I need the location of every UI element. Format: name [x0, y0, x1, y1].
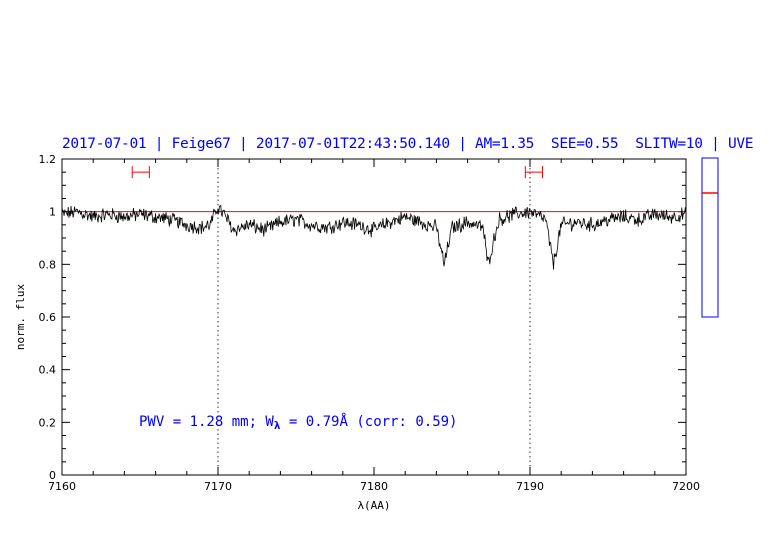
level-indicator-frame	[701, 157, 719, 318]
y-tick-label: 0	[49, 469, 56, 482]
range-markers	[131, 166, 543, 179]
pwv-annotation-prefix: PWV = 1.28 mm; W	[139, 414, 274, 430]
pwv-annotation: PWV = 1.28 mm; Wλ = 0.79Å (corr: 0.59)	[139, 414, 458, 432]
x-tick-label: 7190	[516, 480, 544, 493]
x-tick-label: 7200	[672, 480, 700, 493]
y-tick-label: 0.4	[39, 364, 57, 377]
pwv-annotation-subscript: λ	[273, 419, 281, 432]
y-tick-label: 0.8	[39, 258, 57, 271]
pwv-annotation-suffix: = 0.79Å (corr: 0.59)	[280, 414, 458, 430]
y-tick-label: 1.2	[39, 153, 57, 166]
x-axis-label: λ(AA)	[357, 499, 390, 512]
header-title: 2017-07-01 | Feige67 | 2017-07-01T22:43:…	[62, 136, 754, 152]
x-tick-label: 7160	[48, 480, 76, 493]
x-tick-label: 7180	[360, 480, 388, 493]
x-tick-label: 7170	[204, 480, 232, 493]
axis-tick-labels: 7160 7170 7180 7190 7200 0 0.2 0.4 0.6 0.8 1 1.2	[39, 153, 701, 493]
spectrum-line	[61, 204, 687, 270]
y-tick-label: 0.6	[39, 311, 57, 324]
y-axis-label: norm. flux	[14, 284, 27, 351]
y-tick-label: 1	[49, 206, 56, 219]
y-tick-label: 0.2	[39, 416, 57, 429]
